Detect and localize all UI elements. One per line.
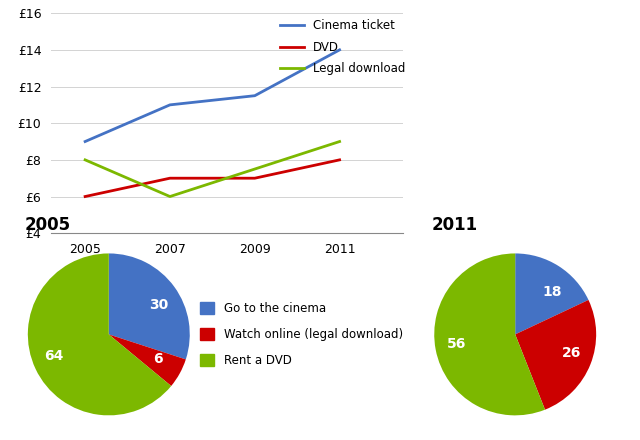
DVD: [251, 176, 259, 181]
Cinema ticket: [166, 102, 174, 107]
DVD: [336, 157, 344, 162]
Line: Legal download: Legal download: [85, 142, 340, 197]
Legal download: [81, 157, 89, 162]
Text: 26: 26: [562, 346, 581, 360]
Legal download: [166, 194, 174, 199]
Title: 2011: 2011: [431, 216, 477, 235]
Cinema ticket: [336, 47, 344, 52]
Wedge shape: [515, 300, 596, 410]
Wedge shape: [435, 253, 545, 415]
Text: 64: 64: [44, 349, 63, 363]
Legal download: [336, 139, 344, 144]
Legend: Go to the cinema, Watch online (legal download), Rent a DVD: Go to the cinema, Watch online (legal do…: [198, 300, 405, 369]
Title: 2005: 2005: [25, 216, 71, 235]
Text: 18: 18: [542, 285, 561, 299]
Text: 56: 56: [447, 337, 466, 351]
Cinema ticket: [251, 93, 259, 98]
Wedge shape: [515, 253, 588, 334]
Wedge shape: [109, 334, 186, 386]
Legal download: [251, 166, 259, 172]
Cinema ticket: [81, 139, 89, 144]
Legend: Cinema ticket, DVD, Legal download: Cinema ticket, DVD, Legal download: [275, 15, 410, 80]
Line: Cinema ticket: Cinema ticket: [85, 50, 340, 142]
Text: 30: 30: [149, 298, 169, 312]
DVD: [81, 194, 89, 199]
Line: DVD: DVD: [85, 160, 340, 197]
Wedge shape: [28, 253, 171, 415]
DVD: [166, 176, 174, 181]
Wedge shape: [109, 253, 189, 359]
Text: 6: 6: [153, 352, 163, 366]
